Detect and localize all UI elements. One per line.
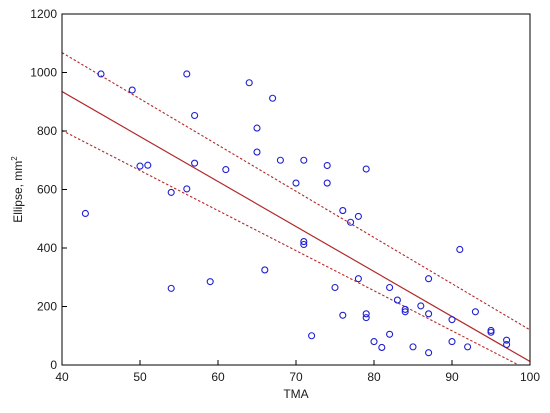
x-tick-label: 70 <box>289 370 303 384</box>
data-point <box>183 185 191 193</box>
data-point <box>81 209 89 218</box>
data-point <box>378 343 386 352</box>
data-point <box>471 308 479 316</box>
data-point <box>354 212 362 220</box>
data-point <box>183 70 191 78</box>
confidence-upper-line <box>62 52 530 331</box>
data-point <box>464 343 472 351</box>
data-point <box>261 266 269 274</box>
data-point <box>339 207 347 215</box>
x-axis-label: TMA <box>283 387 308 401</box>
data-point <box>448 316 456 324</box>
point-layer <box>81 70 511 357</box>
data-point <box>97 70 105 78</box>
data-point <box>362 310 370 318</box>
data-point <box>136 162 144 170</box>
data-point <box>448 338 456 346</box>
y-tick-label: 400 <box>37 241 57 255</box>
data-point <box>276 156 284 164</box>
data-point <box>425 349 433 357</box>
data-point <box>300 156 308 164</box>
y-axis-label: Ellipse, mm2 <box>10 156 25 223</box>
data-point <box>292 179 300 187</box>
y-tick-label: 1200 <box>30 7 57 21</box>
data-point <box>339 311 347 319</box>
data-point <box>503 336 511 344</box>
data-point <box>331 283 339 292</box>
data-point <box>222 166 230 174</box>
y-tick-label: 800 <box>37 124 57 138</box>
data-point <box>323 161 331 170</box>
x-tick-label: 100 <box>520 370 540 384</box>
data-point <box>417 302 425 310</box>
data-point <box>362 165 370 173</box>
data-point <box>300 240 308 249</box>
y-tick-label: 600 <box>37 183 57 197</box>
data-point <box>253 124 261 132</box>
data-point <box>253 148 261 156</box>
data-point <box>308 332 316 340</box>
data-point <box>362 314 370 322</box>
y-axis-label-superscript: 2 <box>10 156 19 161</box>
data-point <box>354 275 362 283</box>
data-point <box>323 179 331 187</box>
y-axis-ticks: 0 200 400 600 800 1000 1200 <box>30 7 67 372</box>
data-point <box>393 296 401 304</box>
data-point <box>347 218 355 226</box>
data-point <box>300 238 308 246</box>
data-point <box>206 278 214 286</box>
data-point <box>487 328 495 336</box>
data-point <box>167 284 175 292</box>
data-point <box>503 340 511 349</box>
data-point <box>191 159 199 167</box>
y-axis-label-main: Ellipse, mm <box>11 161 25 223</box>
data-point <box>409 343 417 351</box>
data-point <box>128 86 136 94</box>
data-point <box>269 94 277 102</box>
data-point <box>245 79 253 87</box>
data-point <box>425 310 433 318</box>
y-tick-label: 200 <box>37 300 57 314</box>
x-tick-label: 50 <box>133 370 147 384</box>
x-axis-ticks: 40 50 60 70 80 90 100 <box>55 360 540 384</box>
x-tick-label: 40 <box>55 370 69 384</box>
x-tick-label: 60 <box>211 370 225 384</box>
y-tick-label: 1000 <box>30 66 57 80</box>
confidence-lower-line <box>62 129 520 365</box>
data-point <box>167 188 175 196</box>
data-point <box>144 161 152 169</box>
data-point <box>191 111 199 120</box>
data-point <box>386 330 394 338</box>
data-point <box>386 283 394 292</box>
data-point <box>401 308 409 316</box>
x-tick-label: 90 <box>445 370 459 384</box>
data-point <box>370 338 378 346</box>
x-tick-label: 80 <box>367 370 381 384</box>
confidence-band-layer <box>62 52 530 365</box>
data-point <box>425 275 433 283</box>
y-tick-label: 0 <box>50 358 57 372</box>
data-point <box>456 245 464 254</box>
data-point <box>401 305 409 313</box>
